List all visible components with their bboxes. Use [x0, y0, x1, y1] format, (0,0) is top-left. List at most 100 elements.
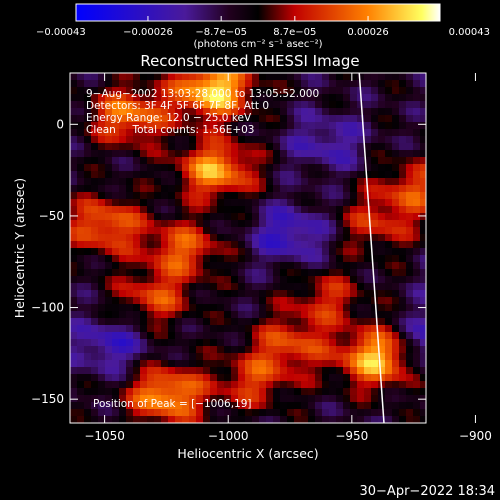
heatmap-pixel: [217, 339, 224, 346]
heatmap-pixel: [231, 402, 238, 409]
heatmap-pixel: [126, 255, 133, 262]
heatmap-pixel: [98, 87, 105, 94]
heatmap-pixel: [266, 416, 273, 423]
heatmap-pixel: [224, 374, 231, 381]
heatmap-pixel: [133, 199, 140, 206]
heatmap-pixel: [357, 143, 364, 150]
heatmap-pixel: [406, 150, 413, 157]
heatmap-pixel: [371, 129, 378, 136]
heatmap-pixel: [147, 150, 154, 157]
heatmap-pixel: [329, 234, 336, 241]
heatmap-pixel: [77, 143, 84, 150]
heatmap-pixel: [252, 332, 259, 339]
heatmap-pixel: [154, 178, 161, 185]
heatmap-pixel: [238, 129, 245, 136]
heatmap-pixel: [371, 73, 378, 80]
heatmap-pixel: [224, 108, 231, 115]
heatmap-pixel: [175, 101, 182, 108]
heatmap-pixel: [266, 374, 273, 381]
heatmap-pixel: [322, 339, 329, 346]
heatmap-pixel: [203, 206, 210, 213]
heatmap-pixel: [196, 388, 203, 395]
heatmap-pixel: [77, 164, 84, 171]
heatmap-pixel: [399, 122, 406, 129]
heatmap-pixel: [154, 304, 161, 311]
heatmap-pixel: [329, 381, 336, 388]
heatmap-pixel: [392, 94, 399, 101]
heatmap-pixel: [203, 199, 210, 206]
heatmap-pixel: [238, 94, 245, 101]
heatmap-pixel: [287, 234, 294, 241]
heatmap-pixel: [161, 276, 168, 283]
heatmap-pixel: [217, 199, 224, 206]
heatmap-pixel: [196, 290, 203, 297]
heatmap-pixel: [413, 122, 420, 129]
heatmap-pixel: [315, 339, 322, 346]
heatmap-pixel: [245, 73, 252, 80]
heatmap-pixel: [266, 185, 273, 192]
heatmap-pixel: [231, 136, 238, 143]
heatmap-pixel: [343, 87, 350, 94]
heatmap-pixel: [329, 122, 336, 129]
heatmap-pixel: [154, 143, 161, 150]
heatmap-pixel: [273, 115, 280, 122]
heatmap-pixel: [189, 290, 196, 297]
heatmap-pixel: [126, 234, 133, 241]
heatmap-pixel: [364, 255, 371, 262]
heatmap-pixel: [406, 199, 413, 206]
heatmap-pixel: [308, 164, 315, 171]
heatmap-pixel: [91, 304, 98, 311]
heatmap-pixel: [371, 87, 378, 94]
heatmap-pixel: [196, 185, 203, 192]
heatmap-pixel: [168, 171, 175, 178]
heatmap-pixel: [420, 374, 426, 381]
heatmap-pixel: [392, 374, 399, 381]
heatmap-pixel: [294, 80, 301, 87]
heatmap-pixel: [336, 353, 343, 360]
heatmap-pixel: [336, 94, 343, 101]
heatmap-pixel: [308, 311, 315, 318]
heatmap-pixel: [406, 395, 413, 402]
heatmap-pixel: [133, 346, 140, 353]
heatmap-pixel: [245, 374, 252, 381]
heatmap-pixel: [392, 164, 399, 171]
heatmap-pixel: [357, 269, 364, 276]
heatmap-pixel: [245, 220, 252, 227]
heatmap-pixel: [112, 311, 119, 318]
heatmap-pixel: [112, 374, 119, 381]
heatmap-pixel: [196, 241, 203, 248]
heatmap-pixel: [315, 234, 322, 241]
heatmap-pixel: [105, 220, 112, 227]
heatmap-pixel: [84, 199, 91, 206]
heatmap-pixel: [133, 388, 140, 395]
heatmap-pixel: [161, 143, 168, 150]
heatmap-pixel: [147, 157, 154, 164]
heatmap-pixel: [154, 297, 161, 304]
heatmap-pixel: [399, 269, 406, 276]
heatmap-pixel: [238, 115, 245, 122]
heatmap-pixel: [420, 395, 426, 402]
heatmap-pixel: [77, 311, 84, 318]
heatmap-pixel: [91, 416, 98, 423]
heatmap-pixel: [77, 290, 84, 297]
heatmap-pixel: [133, 115, 140, 122]
heatmap-pixel: [154, 367, 161, 374]
heatmap-pixel: [287, 353, 294, 360]
heatmap-pixel: [98, 206, 105, 213]
heatmap-pixel: [392, 206, 399, 213]
heatmap-pixel: [399, 409, 406, 416]
heatmap-pixel: [259, 353, 266, 360]
heatmap-pixel: [182, 101, 189, 108]
heatmap-pixel: [140, 283, 147, 290]
heatmap-pixel: [301, 80, 308, 87]
heatmap-pixel: [245, 248, 252, 255]
x-tick-label: −1050: [84, 429, 125, 443]
heatmap-pixel: [385, 367, 392, 374]
heatmap-pixel: [273, 318, 280, 325]
heatmap-pixel: [420, 73, 426, 80]
heatmap-pixel: [133, 318, 140, 325]
heatmap-pixel: [119, 73, 126, 80]
heatmap-pixel: [252, 353, 259, 360]
heatmap-pixel: [133, 122, 140, 129]
heatmap-pixel: [70, 136, 77, 143]
